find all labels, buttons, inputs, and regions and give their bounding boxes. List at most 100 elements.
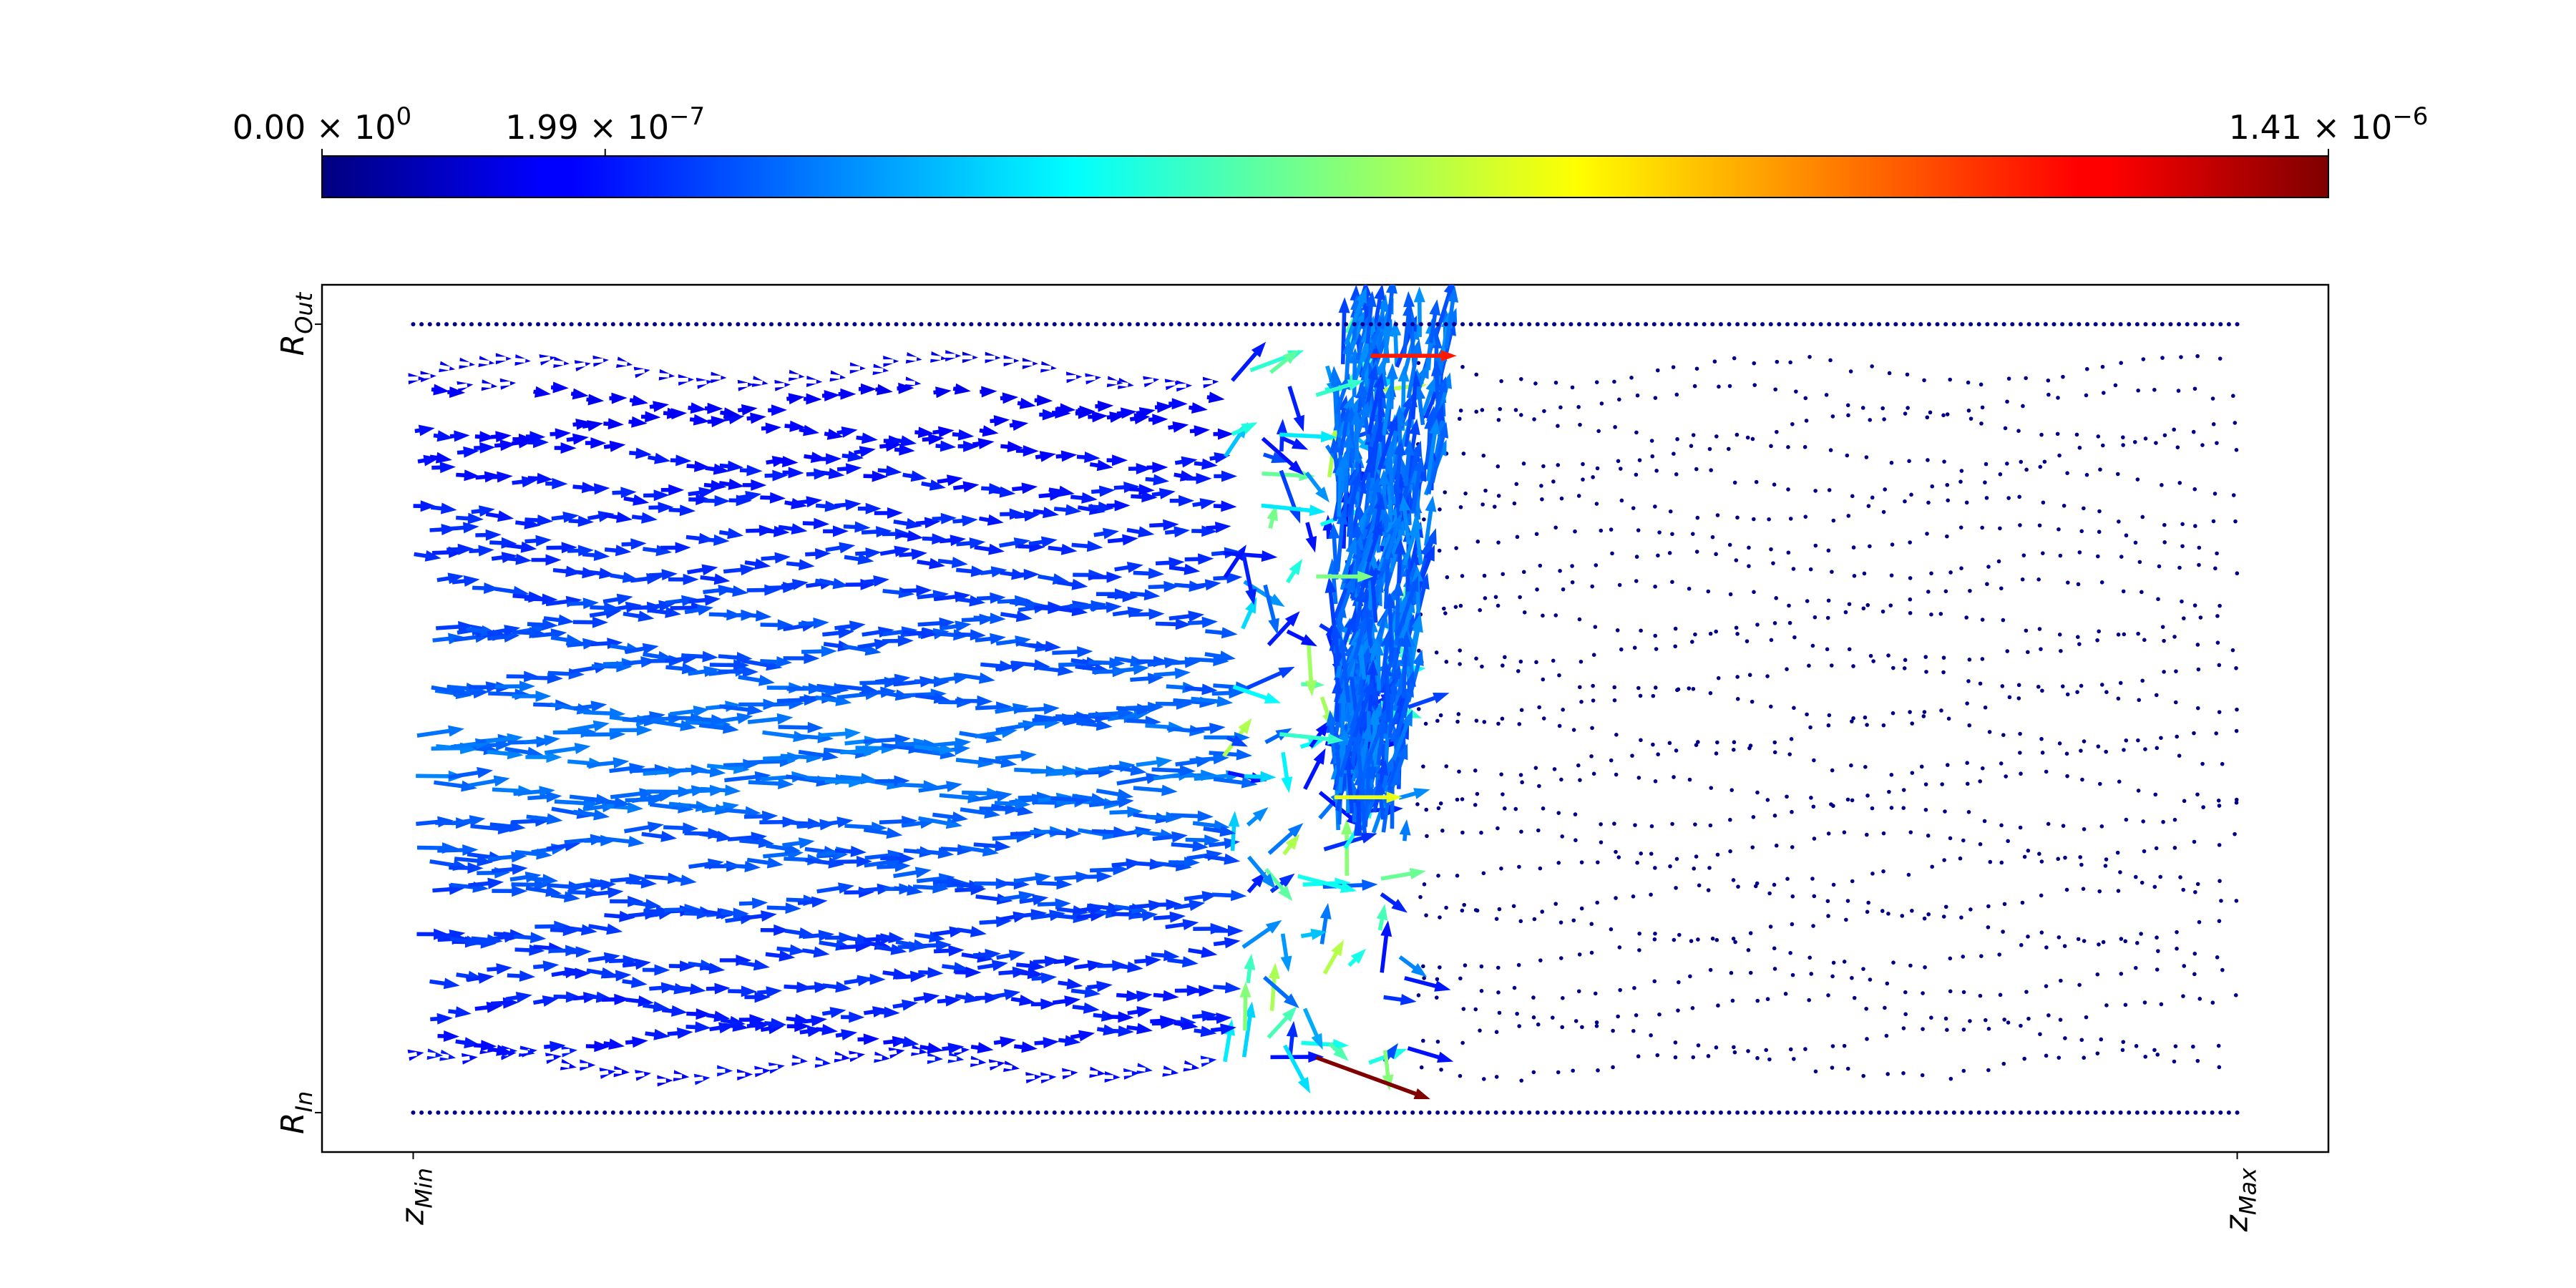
field-point xyxy=(1846,413,1850,418)
boundary-point xyxy=(461,1110,466,1115)
velocity-arrow xyxy=(663,982,691,995)
field-point xyxy=(2104,690,2109,694)
field-point xyxy=(1594,563,1599,567)
velocity-arrow xyxy=(602,593,633,605)
velocity-arrow xyxy=(802,517,830,530)
boundary-point xyxy=(1619,322,1624,327)
velocity-arrow xyxy=(1390,320,1402,366)
field-point xyxy=(2216,799,2221,803)
field-point xyxy=(1769,547,1773,552)
velocity-arrow xyxy=(1246,666,1295,690)
velocity-arrow xyxy=(1263,452,1288,463)
velocity-arrow xyxy=(1096,789,1134,800)
field-point xyxy=(1908,963,1913,968)
boundary-point xyxy=(419,1110,424,1115)
field-point xyxy=(1829,802,1833,806)
velocity-arrow xyxy=(680,983,706,995)
velocity-arrow xyxy=(1151,899,1182,911)
boundary-point xyxy=(727,1110,732,1115)
field-point xyxy=(2101,940,2106,945)
field-point xyxy=(1612,685,1617,690)
field-point xyxy=(2175,445,2180,449)
velocity-arrow xyxy=(1380,892,1407,913)
velocity-arrow xyxy=(1000,441,1024,453)
boundary-point xyxy=(494,322,499,327)
field-point xyxy=(1959,915,1963,920)
boundary-point xyxy=(1235,1110,1240,1115)
velocity-arrow xyxy=(448,1006,472,1018)
field-point xyxy=(1715,513,1720,517)
velocity-arrow xyxy=(513,932,547,944)
field-point xyxy=(2123,939,2128,944)
boundary-point xyxy=(852,322,857,327)
velocity-arrow xyxy=(1035,451,1056,462)
field-point xyxy=(2216,1043,2221,1048)
velocity-arrow xyxy=(1263,584,1279,635)
velocity-arrow xyxy=(1361,476,1381,540)
field-point xyxy=(2104,857,2109,862)
velocity-arrow xyxy=(550,891,580,903)
field-point xyxy=(1923,807,1928,812)
field-point xyxy=(2211,421,2216,426)
velocity-arrow xyxy=(604,545,632,557)
boundary-point xyxy=(2026,1110,2031,1115)
boundary-point xyxy=(1194,1110,1199,1115)
velocity-arrow xyxy=(972,438,995,449)
field-point xyxy=(2177,565,2182,570)
field-point xyxy=(1461,452,1466,456)
field-point xyxy=(1715,852,1720,857)
boundary-point xyxy=(2177,1110,2182,1115)
velocity-arrow xyxy=(586,757,630,769)
velocity-arrow xyxy=(649,401,669,412)
velocity-arrow xyxy=(416,725,464,738)
field-point xyxy=(1707,866,1712,870)
field-point xyxy=(1734,558,1739,562)
velocity-arrow xyxy=(602,658,638,670)
field-point xyxy=(2141,819,2145,824)
velocity-arrow xyxy=(604,512,633,523)
field-point xyxy=(1483,488,1488,493)
velocity-arrow xyxy=(835,1029,858,1040)
velocity-arrow xyxy=(568,515,594,527)
boundary-point xyxy=(1027,322,1032,327)
boundary-point xyxy=(1768,322,1773,327)
field-point xyxy=(2079,1038,2084,1043)
velocity-arrow xyxy=(739,464,763,477)
velocity-arrow xyxy=(1394,680,1414,741)
velocity-arrow xyxy=(1281,752,1293,794)
velocity-arrow xyxy=(1143,376,1160,388)
field-point xyxy=(1556,811,1561,815)
velocity-arrow xyxy=(414,424,435,436)
field-point xyxy=(1929,571,1933,576)
velocity-arrow xyxy=(688,594,721,606)
velocity-arrow xyxy=(1133,784,1178,796)
field-point xyxy=(1632,985,1636,990)
boundary-point xyxy=(1052,1110,1057,1115)
velocity-arrow xyxy=(1205,627,1238,639)
field-point xyxy=(1437,548,1442,553)
velocity-arrow xyxy=(1365,706,1389,764)
field-point xyxy=(1479,964,1484,969)
field-point xyxy=(1751,815,1756,819)
velocity-arrow xyxy=(877,465,902,477)
velocity-arrow xyxy=(1107,590,1138,602)
boundary-point xyxy=(1735,1110,1740,1115)
field-point xyxy=(1864,832,1869,837)
velocity-arrow xyxy=(648,606,681,618)
field-point xyxy=(2193,524,2197,528)
boundary-point xyxy=(1010,322,1015,327)
velocity-arrow xyxy=(527,472,553,484)
boundary-point xyxy=(686,1110,691,1115)
velocity-arrow xyxy=(942,1043,965,1054)
field-point xyxy=(1654,647,1659,651)
field-point xyxy=(1830,1044,1835,1048)
field-point xyxy=(2217,919,2222,923)
field-point xyxy=(2234,665,2238,670)
boundary-point xyxy=(635,1110,640,1115)
velocity-arrow xyxy=(1384,592,1396,661)
boundary-point xyxy=(1568,1110,1574,1115)
velocity-arrow xyxy=(1194,458,1218,470)
field-point xyxy=(1650,454,1655,459)
field-point xyxy=(1458,1073,1463,1078)
